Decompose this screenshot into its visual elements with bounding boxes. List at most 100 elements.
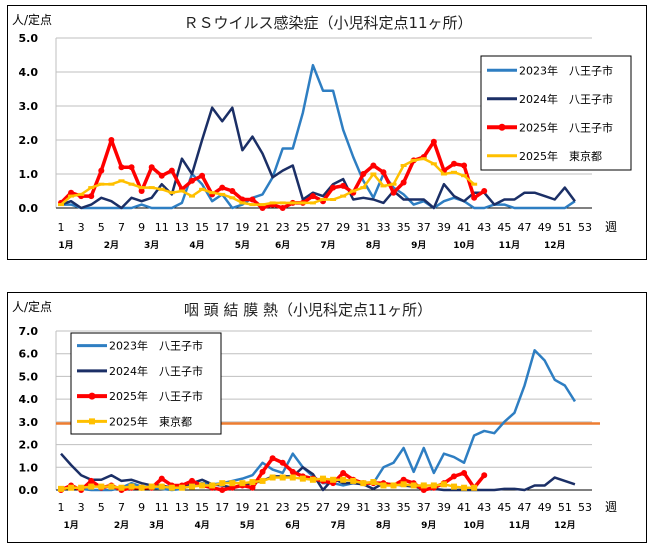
x-tick-label: 31 bbox=[356, 501, 370, 514]
data-point bbox=[229, 196, 236, 200]
data-point bbox=[148, 186, 155, 190]
y-tick-label: 5.0 bbox=[19, 32, 39, 45]
month-label: 10月 bbox=[453, 240, 475, 251]
legend-label: 2025年 八王子市 bbox=[109, 389, 203, 403]
y-axis-unit: 人/定点 bbox=[12, 12, 52, 27]
data-point bbox=[471, 194, 478, 201]
data-point bbox=[168, 167, 175, 174]
y-axis-unit: 人/定点 bbox=[12, 299, 52, 314]
data-point bbox=[451, 483, 457, 490]
y-tick-label: 1.0 bbox=[19, 461, 39, 474]
x-tick-label: 23 bbox=[276, 501, 290, 514]
data-point bbox=[138, 186, 145, 190]
data-point bbox=[108, 182, 115, 186]
x-tick-label: 5 bbox=[98, 501, 105, 514]
x-axis-label: 週 bbox=[605, 220, 617, 234]
x-tick-label: 9 bbox=[138, 501, 145, 514]
legend-label: 2025年 八王子市 bbox=[519, 120, 613, 134]
data-point bbox=[229, 480, 236, 487]
data-point bbox=[330, 476, 337, 483]
y-tick-label: 4.0 bbox=[19, 393, 39, 406]
x-tick-label: 45 bbox=[497, 221, 511, 234]
data-point bbox=[279, 474, 286, 481]
y-tick-label: 0.0 bbox=[19, 484, 39, 497]
data-point bbox=[98, 182, 105, 186]
data-point bbox=[410, 482, 417, 489]
data-point bbox=[461, 484, 468, 491]
data-point bbox=[219, 192, 226, 196]
data-point bbox=[299, 201, 306, 205]
x-tick-label: 37 bbox=[417, 501, 431, 514]
data-point bbox=[259, 468, 266, 475]
data-point bbox=[390, 182, 397, 186]
y-tick-label: 6.0 bbox=[19, 348, 39, 361]
data-point bbox=[400, 481, 407, 488]
x-tick-label: 3 bbox=[78, 501, 85, 514]
data-point bbox=[98, 483, 105, 490]
x-tick-label: 51 bbox=[558, 501, 572, 514]
x-tick-label: 1 bbox=[58, 501, 65, 514]
pharyngoconjunctival-fever-chart: 咽 頭 結 膜 熱（小児科定点11ヶ所） 人/定点 0.0 1.0 2.0 3.0 4.0 5… bbox=[7, 292, 647, 543]
data-point bbox=[78, 192, 85, 196]
data-point bbox=[410, 158, 417, 162]
x-axis-label: 週 bbox=[605, 500, 617, 514]
x-tick-label: 33 bbox=[376, 221, 390, 234]
pcf-chart-svg: 咽 頭 結 膜 熱（小児科定点11ヶ所） 人/定点 0.0 1.0 2.0 3.0 4.0 5… bbox=[12, 299, 617, 531]
month-label: 2月 bbox=[104, 240, 119, 251]
x-tick-label: 35 bbox=[397, 501, 411, 514]
x-tick-label: 25 bbox=[296, 221, 310, 234]
y-tick-label: 0.0 bbox=[19, 202, 39, 215]
month-label: 10月 bbox=[463, 520, 485, 531]
data-point bbox=[451, 473, 457, 480]
data-point bbox=[189, 177, 195, 184]
month-label: 4月 bbox=[189, 240, 204, 251]
data-point bbox=[471, 182, 478, 186]
data-point bbox=[249, 196, 256, 203]
month-label: 11月 bbox=[499, 240, 521, 251]
data-point bbox=[138, 484, 145, 491]
month-label: 11月 bbox=[509, 520, 531, 531]
data-point bbox=[118, 484, 125, 491]
data-point bbox=[158, 483, 165, 490]
x-tick-label: 29 bbox=[336, 221, 350, 234]
data-point bbox=[229, 484, 236, 491]
legend bbox=[70, 332, 222, 435]
month-label: 1月 bbox=[58, 240, 73, 251]
series-line-1 bbox=[60, 106, 576, 210]
data-point bbox=[138, 188, 145, 194]
x-tick-label: 19 bbox=[235, 501, 249, 514]
data-point bbox=[340, 469, 347, 476]
data-point bbox=[380, 169, 387, 176]
series-line-0 bbox=[61, 63, 576, 210]
data-point bbox=[289, 474, 296, 481]
month-label: 4月 bbox=[194, 520, 209, 531]
x-tick-label: 29 bbox=[336, 501, 350, 514]
x-tick-label: 1 bbox=[58, 221, 65, 234]
chart-title: 咽 頭 結 膜 熱（小児科定点11ヶ所） bbox=[184, 301, 432, 319]
data-point bbox=[168, 191, 175, 195]
data-point bbox=[400, 164, 407, 167]
data-point bbox=[451, 170, 457, 174]
x-tick-label: 47 bbox=[518, 501, 532, 514]
rsv-chart: ＲＳウイルス感染症（小児科定点11ヶ所） 人/定点 0.0 1.0 2.0 3.0 4.0 5… bbox=[7, 5, 647, 260]
data-point bbox=[269, 474, 276, 481]
data-point bbox=[178, 484, 185, 491]
data-point bbox=[219, 480, 226, 487]
data-point bbox=[128, 182, 135, 186]
month-label: 12月 bbox=[554, 520, 576, 531]
x-tick-label: 53 bbox=[578, 221, 592, 234]
data-point bbox=[249, 479, 256, 486]
data-point bbox=[199, 172, 206, 179]
data-point bbox=[440, 172, 447, 176]
x-tick-label: 9 bbox=[138, 221, 145, 234]
x-tick-label: 5 bbox=[98, 221, 105, 234]
x-tick-label: 17 bbox=[215, 501, 229, 514]
x-tick-label: 23 bbox=[276, 221, 290, 234]
data-point bbox=[118, 179, 125, 183]
data-point bbox=[440, 481, 447, 488]
data-point bbox=[259, 203, 266, 207]
data-point bbox=[430, 162, 437, 166]
data-point bbox=[420, 157, 427, 161]
data-point bbox=[148, 483, 155, 490]
data-point bbox=[229, 188, 236, 194]
